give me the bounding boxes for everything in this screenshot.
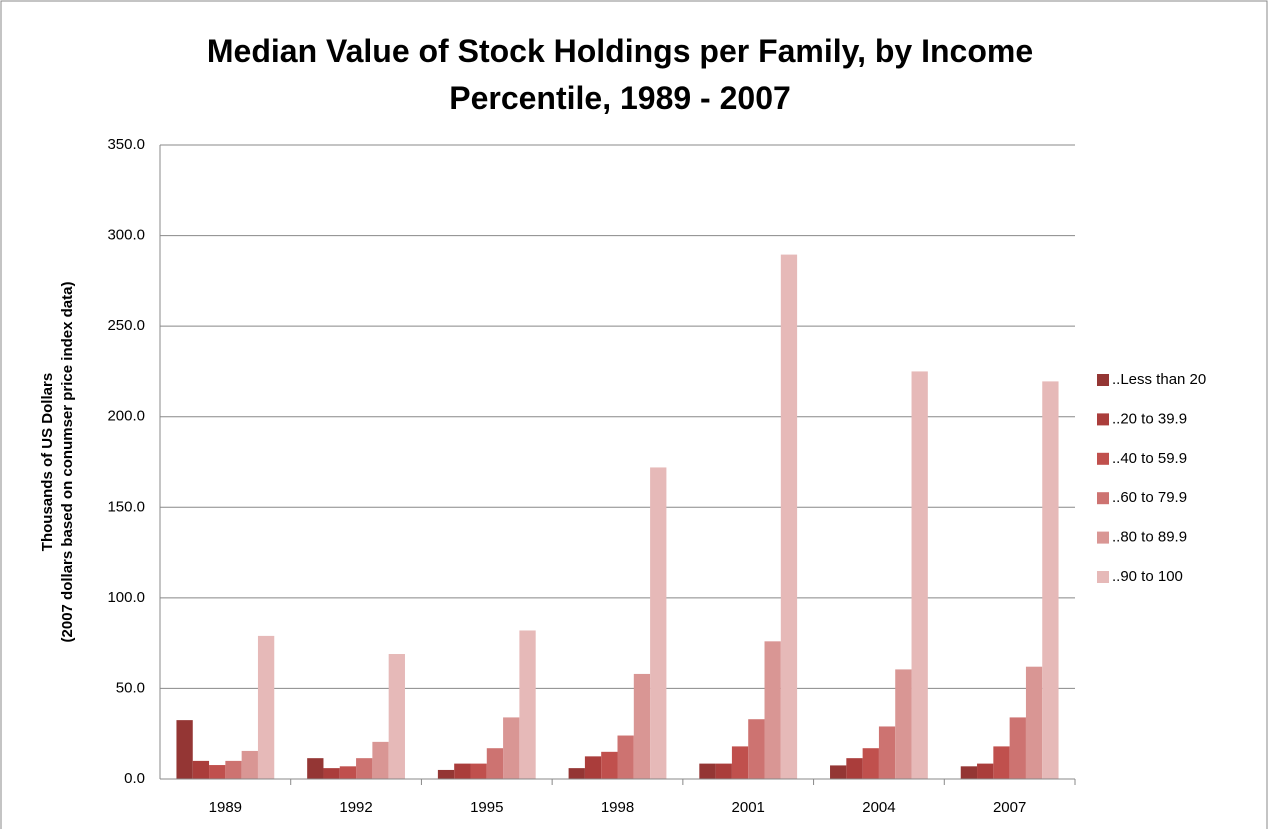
bar xyxy=(764,641,781,779)
chart-title: Median Value of Stock Holdings per Famil… xyxy=(206,33,1034,116)
bar xyxy=(633,673,651,779)
bar xyxy=(1009,717,1026,779)
bar xyxy=(830,765,847,779)
bar xyxy=(911,371,928,779)
bar xyxy=(323,768,340,779)
legend-label: ..40 to 59.9 xyxy=(1112,450,1187,467)
legend-label: ..90 to 100 xyxy=(1112,568,1183,585)
y-tick-label: 300.0 xyxy=(107,227,145,244)
y-tick-label: 0.0 xyxy=(124,770,145,787)
bar xyxy=(503,717,520,779)
bar xyxy=(895,669,912,779)
x-tick-label: 1995 xyxy=(470,799,503,816)
bar xyxy=(437,769,455,779)
bar xyxy=(731,746,749,779)
bar xyxy=(192,760,210,779)
bar xyxy=(454,763,471,779)
bar xyxy=(748,719,765,779)
bar xyxy=(356,758,373,779)
legend-swatch xyxy=(1097,492,1109,505)
bar xyxy=(209,765,226,779)
bar xyxy=(388,654,405,779)
bar xyxy=(650,467,667,779)
y-tick-label: 150.0 xyxy=(107,498,145,515)
bar xyxy=(699,763,716,779)
bar xyxy=(617,735,634,779)
bar xyxy=(241,750,258,779)
bar xyxy=(1025,666,1043,779)
bar xyxy=(977,763,994,779)
bar xyxy=(176,720,193,779)
bar xyxy=(878,726,896,779)
x-tick-label: 2001 xyxy=(732,799,765,816)
x-tick-label: 1989 xyxy=(209,799,242,816)
x-tick-label: 2007 xyxy=(993,799,1026,816)
bar xyxy=(568,768,585,779)
y-tick-label: 350.0 xyxy=(107,136,145,153)
legend-swatch xyxy=(1097,413,1109,426)
legend-swatch xyxy=(1097,374,1109,386)
bar xyxy=(307,758,324,779)
bar xyxy=(519,630,536,779)
bar xyxy=(339,766,357,779)
bar xyxy=(470,763,487,779)
bar xyxy=(486,748,504,779)
x-tick-label: 1992 xyxy=(339,799,372,816)
x-tick-label: 1998 xyxy=(601,799,634,816)
y-tick-label: 50.0 xyxy=(116,679,145,696)
y-tick-label: 250.0 xyxy=(107,317,145,334)
y-tick-label: 200.0 xyxy=(107,408,145,425)
legend-label: ..60 to 79.9 xyxy=(1112,489,1187,506)
legend-swatch xyxy=(1097,571,1109,583)
legend-label: ..80 to 89.9 xyxy=(1112,529,1187,546)
legend-swatch xyxy=(1097,531,1109,544)
bar xyxy=(862,748,879,779)
bar xyxy=(715,763,732,779)
bar xyxy=(257,635,275,779)
legend-label: ..Less than 20 xyxy=(1112,371,1206,388)
bar xyxy=(601,751,618,779)
bar xyxy=(780,254,798,779)
bar xyxy=(960,766,978,779)
bar xyxy=(993,746,1010,779)
bar xyxy=(372,741,389,779)
x-tick-label: 2004 xyxy=(862,799,895,816)
bar xyxy=(584,756,602,779)
legend-swatch xyxy=(1097,452,1109,465)
bar xyxy=(225,760,242,779)
bar xyxy=(846,758,863,779)
y-axis-label: Thousands of US Dollars (2007 dollars ba… xyxy=(39,281,76,643)
bar xyxy=(1042,381,1059,779)
y-tick-label: 100.0 xyxy=(107,589,145,606)
legend-label: ..20 to 39.9 xyxy=(1112,410,1187,427)
